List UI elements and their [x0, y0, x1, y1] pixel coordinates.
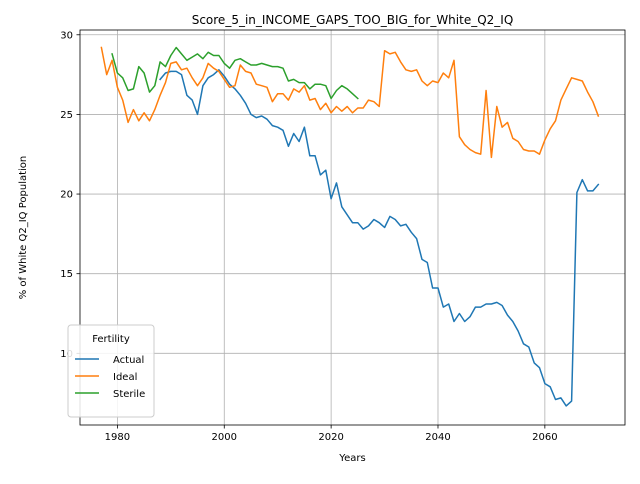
y-tick-label: 30 — [60, 30, 73, 41]
x-tick-label: 2000 — [212, 432, 237, 443]
series-line-ideal — [100, 46, 600, 159]
legend-items: Actual Ideal Sterile — [75, 355, 145, 400]
series-lines — [100, 46, 600, 407]
x-tick-label: 1980 — [105, 432, 130, 443]
y-tick-label: 25 — [60, 110, 73, 121]
axis-ticks: 1980 2000 2020 2040 2060 10 15 20 25 30 — [60, 30, 557, 443]
series-line-sterile — [111, 46, 359, 100]
y-tick-label: 20 — [60, 190, 73, 201]
plot-frame — [79, 29, 626, 426]
legend-label-sterile: Sterile — [113, 389, 145, 400]
chart-title: Score_5_in_INCOME_GAPS_TOO_BIG_for_White… — [192, 13, 514, 27]
x-tick-label: 2040 — [425, 432, 450, 443]
plot-area — [80, 30, 625, 425]
legend: Fertility Actual Ideal Sterile — [67, 324, 155, 418]
x-tick-label: 2060 — [532, 432, 557, 443]
legend-title: Fertility — [92, 334, 130, 345]
legend-label-ideal: Ideal — [113, 372, 137, 383]
x-axis-label: Years — [338, 453, 365, 464]
series-line-actual — [159, 69, 600, 407]
grid — [80, 30, 625, 425]
y-axis-label: % of White Q2_IQ Population — [18, 156, 29, 300]
x-tick-label: 2020 — [318, 432, 343, 443]
legend-box — [67, 324, 155, 418]
legend-label-actual: Actual — [113, 355, 144, 366]
y-tick-label: 10 — [60, 349, 73, 360]
y-tick-label: 15 — [60, 269, 73, 280]
